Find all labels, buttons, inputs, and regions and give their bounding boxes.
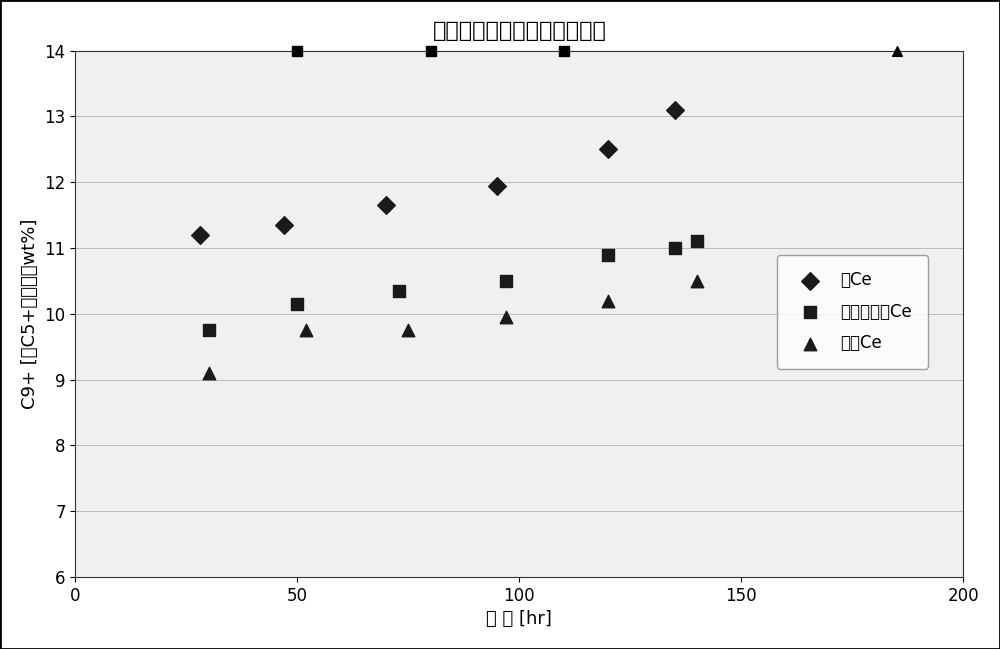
浸渍Ce <box>400 325 416 336</box>
低Ce <box>192 230 208 240</box>
低Ce <box>489 180 505 191</box>
在沸石上的Ce <box>391 286 407 296</box>
在沸石上的Ce <box>289 299 305 309</box>
低Ce <box>600 144 616 154</box>
低Ce <box>378 200 394 210</box>
Point <box>556 45 572 56</box>
Y-axis label: C9+ [在C5+基础上的wt%]: C9+ [在C5+基础上的wt%] <box>21 219 39 409</box>
Point <box>889 45 905 56</box>
在沸石上的Ce <box>667 243 683 253</box>
在沸石上的Ce <box>498 276 514 286</box>
Point <box>423 45 439 56</box>
浸渍Ce <box>298 325 314 336</box>
浸渍Ce <box>498 312 514 323</box>
浸渍Ce <box>600 295 616 306</box>
低Ce <box>276 220 292 230</box>
Title: 重质烷基化物占比随时间变化: 重质烷基化物占比随时间变化 <box>432 21 606 41</box>
在沸石上的Ce <box>600 249 616 260</box>
浸渍Ce <box>689 276 705 286</box>
在沸石上的Ce <box>689 236 705 247</box>
X-axis label: 时 间 [hr]: 时 间 [hr] <box>486 610 552 628</box>
Point <box>289 45 305 56</box>
低Ce <box>667 104 683 115</box>
在沸石上的Ce <box>201 325 217 336</box>
Legend: 低Ce, 在沸石上的Ce, 浸渍Ce: 低Ce, 在沸石上的Ce, 浸渍Ce <box>777 254 928 369</box>
浸渍Ce <box>201 368 217 378</box>
